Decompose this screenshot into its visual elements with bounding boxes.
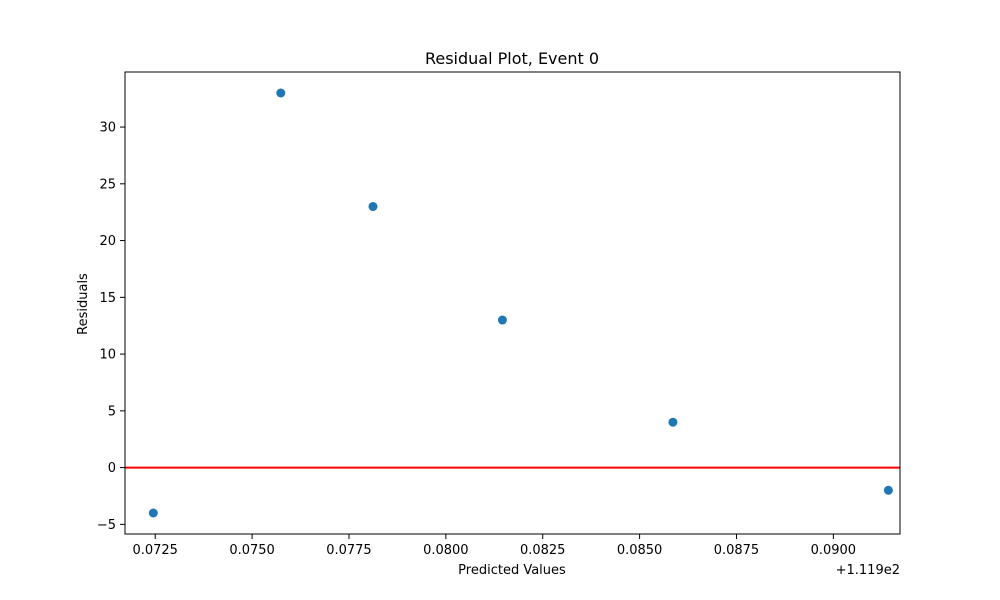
x-axis-offset-label: +1.119e2 xyxy=(836,563,900,578)
data-point xyxy=(668,417,678,427)
y-tick-label: 30 xyxy=(99,121,116,136)
data-point xyxy=(276,88,286,98)
x-tick-label: 0.0750 xyxy=(229,543,275,558)
y-tick-label: 10 xyxy=(99,348,116,363)
x-tick-label: 0.0825 xyxy=(520,543,566,558)
x-tick-label: 0.0900 xyxy=(811,543,857,558)
data-point xyxy=(497,315,507,325)
x-axis-label: Predicted Values xyxy=(458,563,566,578)
y-tick-label: 20 xyxy=(99,234,116,249)
y-tick-label: 0 xyxy=(108,461,116,476)
data-point xyxy=(883,485,893,495)
y-tick-label: 25 xyxy=(99,177,116,192)
plot-area: 0.0725 0.0750 0.0775 0.0800 0.0825 0.0850 0.08… xyxy=(97,71,901,558)
y-tick-label: 15 xyxy=(99,291,116,306)
x-tick-label: 0.0800 xyxy=(423,543,469,558)
y-axis-label: Residuals xyxy=(76,273,91,335)
data-point xyxy=(368,202,378,212)
x-tick-label: 0.0875 xyxy=(714,543,760,558)
data-point xyxy=(148,508,158,518)
chart-title: Residual Plot, Event 0 xyxy=(425,49,599,68)
x-tick-label: 0.0725 xyxy=(132,543,178,558)
x-tick-label: 0.0850 xyxy=(617,543,663,558)
y-tick-label: 5 xyxy=(108,404,116,419)
x-tick-label: 0.0775 xyxy=(326,543,372,558)
axes-frame xyxy=(124,71,901,535)
y-tick-label: −5 xyxy=(97,518,116,533)
